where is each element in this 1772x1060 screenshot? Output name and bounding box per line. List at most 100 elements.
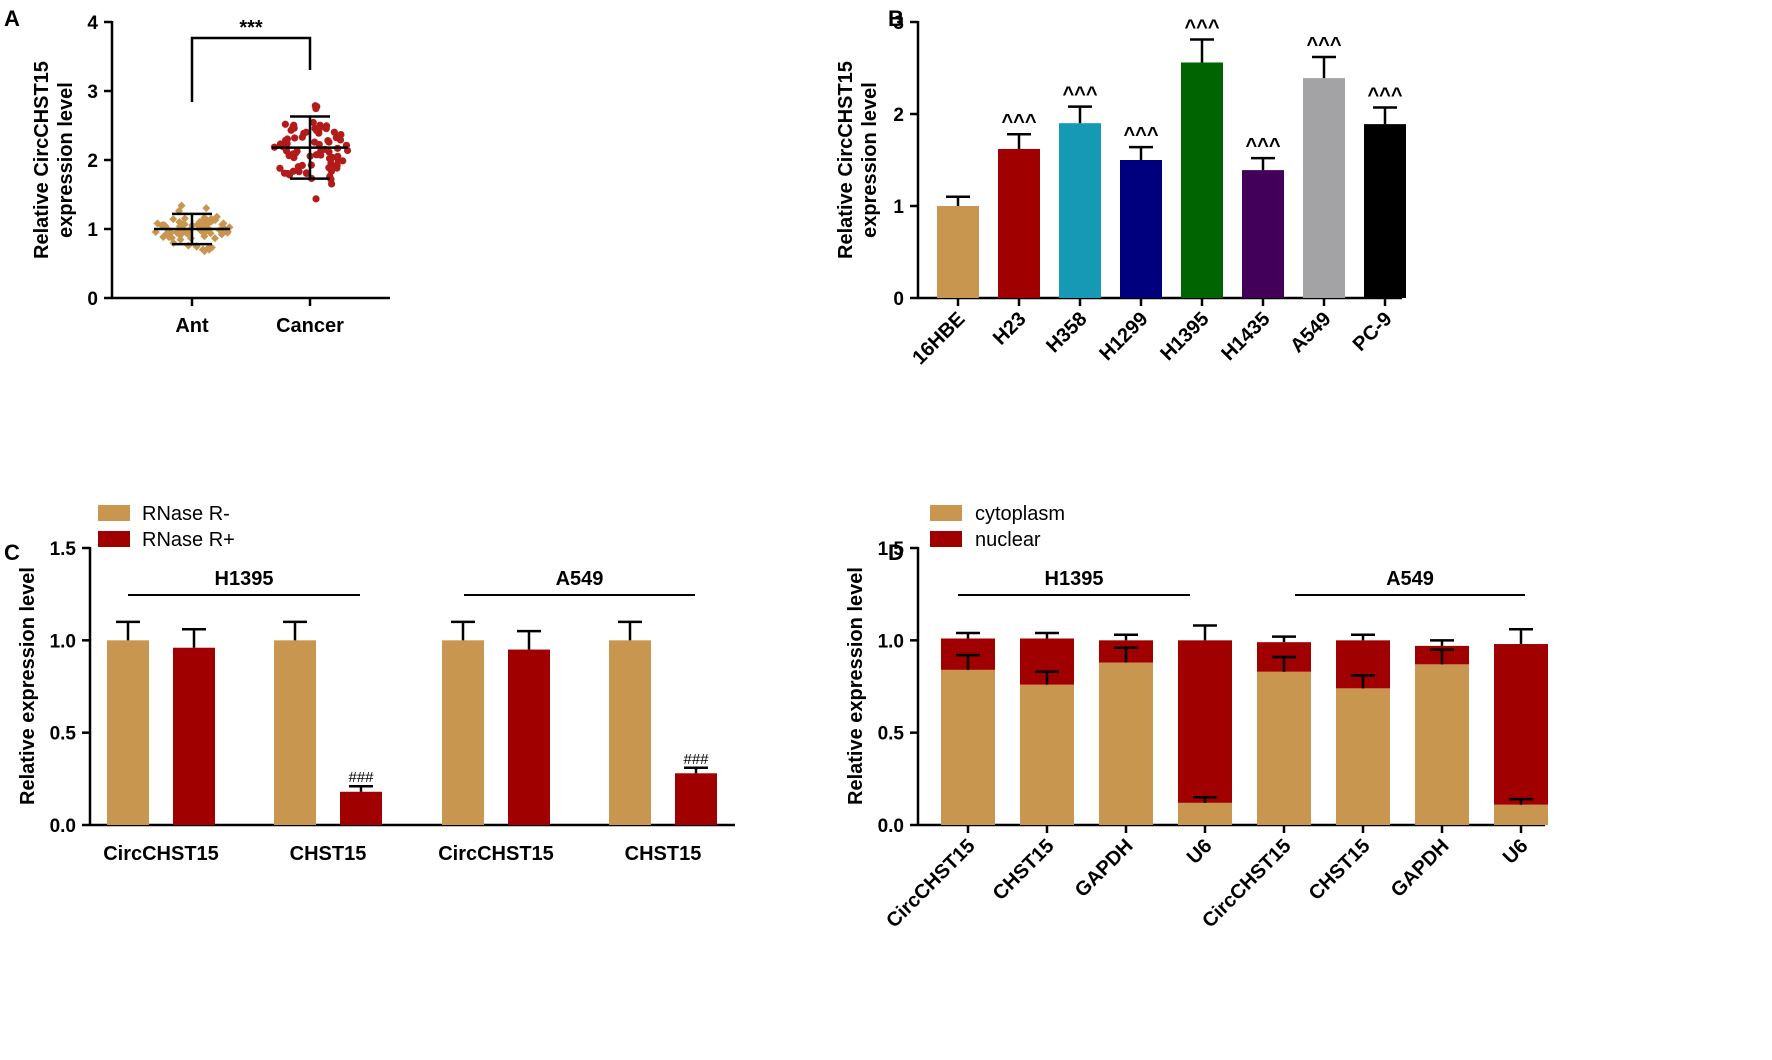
panel-b-x-label: H1395 bbox=[1156, 308, 1213, 365]
panel-b-y-axis-title-line: Relative CircCHST15 bbox=[835, 61, 857, 259]
panel-c-y-tick-label: 1.0 bbox=[50, 631, 76, 652]
panel-c-y-tick-label: 1.5 bbox=[50, 539, 77, 560]
panel-b-y-tick-label: 0 bbox=[893, 289, 904, 310]
panel-a-point-cancer bbox=[325, 154, 334, 163]
panel-a-point-cancer bbox=[324, 137, 332, 145]
panel-b-bar-h1299 bbox=[1120, 160, 1162, 298]
panel-a-point-cancer bbox=[302, 169, 311, 178]
panel-a-x-label: Ant bbox=[175, 315, 209, 337]
panel-b-x-label: A549 bbox=[1286, 308, 1335, 357]
panel-d-legend-label: cytoplasm bbox=[975, 503, 1065, 525]
panel-a-y-axis-title: Relative CircCHST15 expression level bbox=[31, 61, 77, 259]
panel-a-y-axis-title-line: expression level bbox=[55, 82, 77, 238]
panel-b-y-tick-label: 3 bbox=[893, 13, 904, 34]
panel-a-point-ant bbox=[180, 214, 189, 223]
panel-b-bar-h358 bbox=[1059, 123, 1101, 298]
panel-c-x-label: CircCHST15 bbox=[103, 843, 219, 865]
panel-a-point-ant bbox=[206, 229, 215, 238]
panel-b-x-label: 16HBE bbox=[908, 308, 969, 369]
panel-c-y-axis-title-line: Relative expression level bbox=[17, 567, 39, 805]
panel-a-point-cancer bbox=[294, 163, 302, 171]
panel-a-point-cancer bbox=[281, 120, 289, 128]
panel-b-significance-label: ^^^ bbox=[1306, 34, 1341, 56]
panel-b-significance-label: ^^^ bbox=[1184, 16, 1219, 38]
panel-label-c: C bbox=[4, 540, 20, 565]
panel-a-point-cancer bbox=[315, 129, 323, 137]
panel-d-legend-label: nuclear bbox=[975, 529, 1041, 551]
panel-a-point-ant bbox=[175, 218, 184, 227]
panel-c-legend-swatch bbox=[98, 505, 130, 521]
panel-a-point-cancer bbox=[309, 118, 317, 127]
panel-b-x-label: PC-9 bbox=[1349, 308, 1397, 356]
panel-b-bar-chart: 0 1 2 3 Relative CircCHST15 expression level 1… bbox=[835, 13, 1406, 369]
panel-a-point-ant bbox=[176, 235, 185, 244]
panel-c-significance-label: ### bbox=[348, 769, 374, 786]
panel-c-bar-rnase-r-minus bbox=[274, 640, 316, 825]
panel-c-legend-swatch bbox=[98, 531, 130, 547]
panel-c-x-label: CircCHST15 bbox=[438, 843, 554, 865]
panel-a-y-tick-label: 3 bbox=[87, 82, 98, 103]
panel-c-x-label: CHST15 bbox=[625, 843, 702, 865]
panel-d-group-label: A549 bbox=[1386, 568, 1434, 590]
panel-a-point-ant bbox=[198, 245, 207, 254]
panel-b-x-label: H358 bbox=[1042, 308, 1091, 357]
panel-d-x-label: GAPDH bbox=[1071, 835, 1138, 902]
panel-c-y-tick-label: 0.5 bbox=[50, 724, 77, 745]
panel-a-point-ant bbox=[219, 219, 228, 228]
panel-a-point-cancer bbox=[337, 130, 345, 139]
panel-b-bar-a549 bbox=[1303, 78, 1345, 299]
panel-a-point-ant bbox=[204, 219, 213, 228]
panel-b-y-tick-label: 2 bbox=[893, 105, 904, 126]
panel-d-bar-cytoplasm bbox=[1020, 684, 1074, 825]
panel-d-bar-nuclear bbox=[1494, 644, 1548, 805]
panel-c-y-tick-label: 0.0 bbox=[50, 816, 76, 837]
panel-a-point-cancer bbox=[289, 167, 297, 175]
panel-a-x-label: Cancer bbox=[276, 315, 344, 337]
panel-d-bar-nuclear bbox=[1178, 640, 1232, 803]
panel-b-bar-h1395 bbox=[1181, 62, 1223, 299]
panel-d-bar-cytoplasm bbox=[1257, 671, 1311, 825]
panel-b-y-axis-title-line: expression level bbox=[859, 82, 881, 238]
panel-d-y-axis-title: Relative expression level bbox=[845, 567, 867, 805]
panel-label-b: B bbox=[888, 6, 904, 31]
panel-d-x-label: CircCHST15 bbox=[882, 835, 979, 932]
panel-c-bar-rnase-r-plus bbox=[675, 773, 717, 825]
panel-d-y-tick-label: 1.0 bbox=[878, 631, 904, 652]
panel-b-significance-label: ^^^ bbox=[1123, 124, 1158, 146]
panel-c-bar-rnase-r-minus bbox=[442, 640, 484, 825]
panel-d-group-label: H1395 bbox=[1045, 568, 1104, 590]
panel-a-significance-bracket bbox=[190, 36, 312, 102]
panel-a-y-tick-label: 0 bbox=[87, 289, 98, 310]
panel-c-group-label: H1395 bbox=[215, 568, 274, 590]
panel-d-y-axis-title-line: Relative expression level bbox=[845, 567, 867, 805]
panel-c-bar-rnase-r-plus bbox=[173, 647, 215, 825]
panel-a-point-cancer bbox=[330, 128, 338, 136]
panel-c-bar-rnase-r-minus bbox=[609, 640, 651, 825]
panel-d-bar-cytoplasm bbox=[1415, 664, 1469, 825]
panel-d-bar-cytoplasm bbox=[1099, 662, 1153, 825]
panel-c-x-label: CHST15 bbox=[290, 843, 367, 865]
panel-a-point-cancer bbox=[311, 102, 319, 110]
panel-d-x-label: CHST15 bbox=[989, 835, 1059, 905]
panel-c-bar-chart: 0.0 0.5 1.0 1.5 Relative expression level RNa… bbox=[17, 503, 735, 865]
panel-a-point-cancer bbox=[289, 150, 297, 158]
panel-a-point-cancer bbox=[315, 140, 323, 149]
panel-c-y-axis-title: Relative expression level bbox=[17, 567, 39, 805]
panel-a-y-tick-label: 1 bbox=[87, 220, 98, 241]
panel-b-bar-16hbe bbox=[937, 206, 979, 298]
panel-b-significance-label: ^^^ bbox=[1062, 84, 1097, 106]
panel-d-stacked-bar-chart: 0.0 0.5 1.0 1.5 Relative expression level cyt… bbox=[845, 503, 1548, 932]
panel-d-bar-cytoplasm bbox=[941, 669, 995, 825]
panel-a-point-ant bbox=[210, 234, 219, 243]
panel-b-x-label: H1435 bbox=[1217, 308, 1274, 365]
panel-c-legend-label: RNase R- bbox=[142, 503, 230, 525]
panel-b-x-label: H23 bbox=[989, 308, 1031, 350]
panel-a-point-cancer bbox=[276, 164, 284, 172]
panel-c-legend-label: RNase R+ bbox=[142, 529, 235, 551]
panel-b-significance-label: ^^^ bbox=[1001, 111, 1036, 133]
panel-d-x-label: U6 bbox=[1499, 835, 1533, 869]
panel-b-bar-h23 bbox=[998, 148, 1040, 298]
panel-d-legend-swatch bbox=[930, 505, 962, 521]
panel-a-y-tick-label: 2 bbox=[87, 151, 98, 172]
